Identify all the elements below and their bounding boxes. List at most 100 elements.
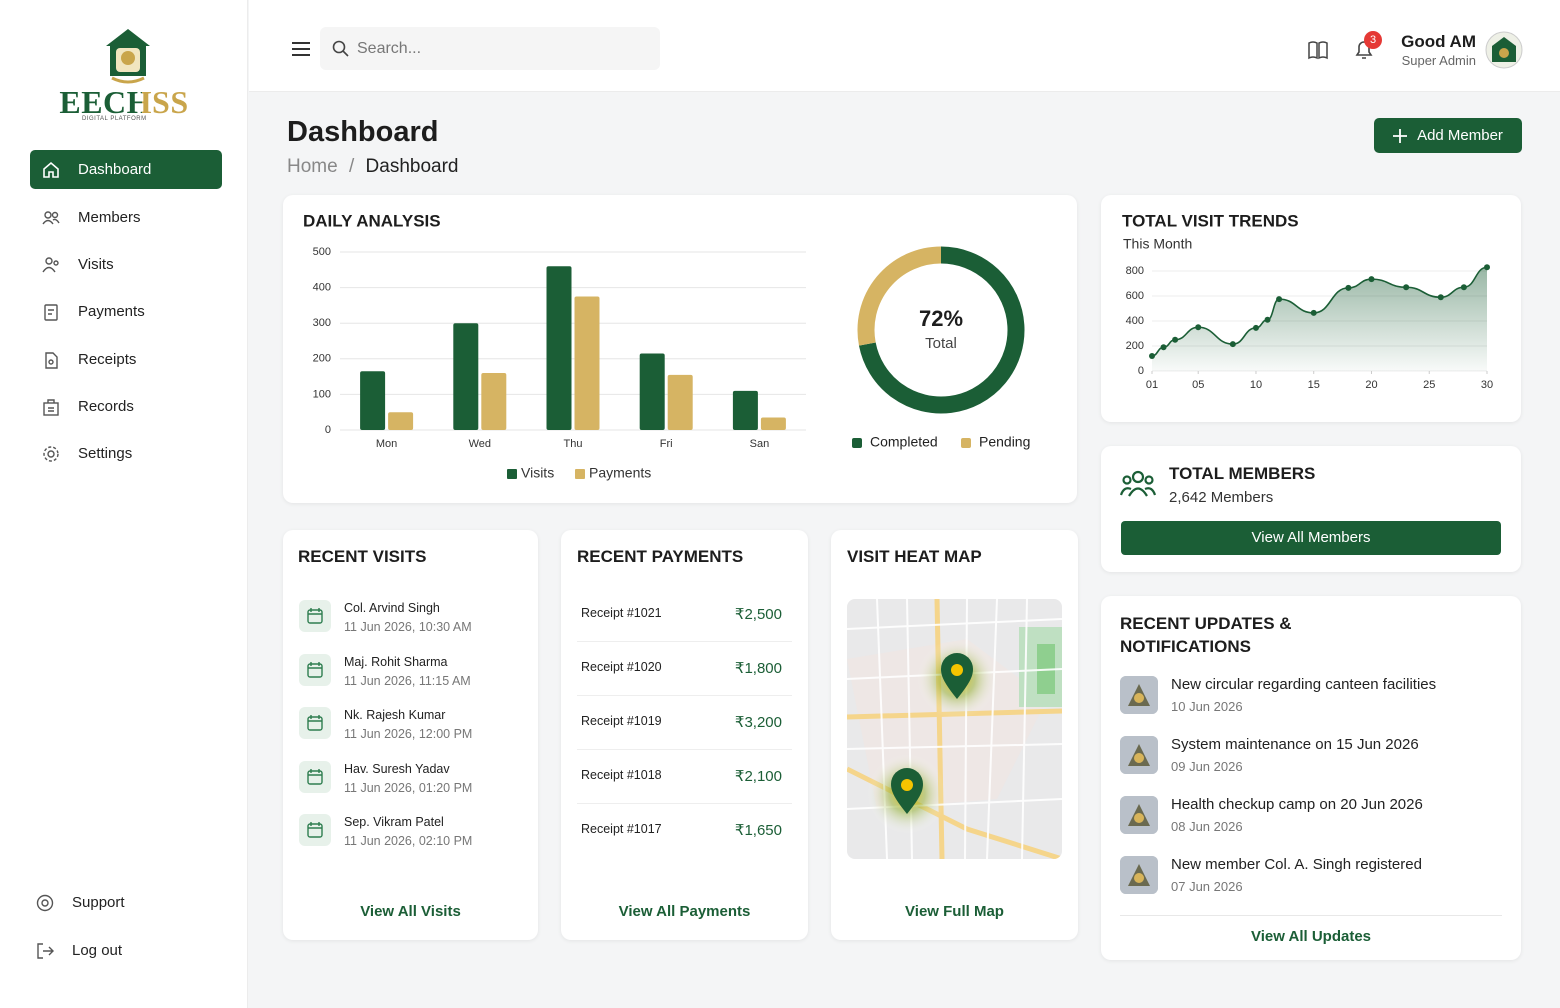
receipt-number: Receipt #1021 [581, 606, 662, 620]
visit-icon [299, 814, 331, 846]
bar [546, 266, 572, 430]
heat-map[interactable] [847, 599, 1062, 859]
visit-name: Sep. Vikram Patel [344, 815, 444, 829]
update-text: New member Col. A. Singh registered [1171, 856, 1422, 873]
card-title: RECENT PAYMENTS [577, 547, 744, 566]
view-all-updates-link[interactable]: View All Updates [1250, 928, 1372, 945]
nav-item[interactable]: Records [30, 387, 222, 426]
visit-time: 11 Jun 2026, 02:10 PM [344, 834, 473, 848]
legend-label: Completed [870, 434, 938, 450]
book-icon[interactable] [1307, 39, 1329, 61]
point [1252, 324, 1259, 331]
nav-item[interactable]: Support [24, 883, 216, 922]
total-members-card: TOTAL MEMBERS 2,642 Members View All Mem… [1101, 446, 1521, 572]
point [1276, 296, 1283, 303]
area [1152, 267, 1487, 371]
nav-label: Receipts [78, 351, 137, 368]
divider [577, 641, 792, 642]
divider [577, 695, 792, 696]
visit-time: 11 Jun 2026, 12:00 PM [344, 727, 473, 741]
point [1310, 309, 1317, 316]
visit-time: 11 Jun 2026, 11:15 AM [344, 673, 471, 688]
receipt-number: Receipt #1018 [581, 768, 662, 782]
x-tick-label: Fri [660, 438, 673, 450]
payment-amount: ₹1,800 [734, 660, 782, 677]
view-all-members-button[interactable]: View All Members [1121, 521, 1501, 555]
y-tick-label: 100 [313, 388, 331, 400]
x-tick-label: 01 [1146, 379, 1158, 391]
y-tick-label: 300 [313, 317, 331, 329]
nav-item[interactable]: Receipts [30, 340, 222, 379]
x-tick-label: 30 [1481, 379, 1493, 391]
y-tick-label: 800 [1126, 265, 1144, 277]
topbar: Search... 3 Good AM Super Admin [249, 0, 1560, 92]
update-date: 09 Jun 2026 [1171, 759, 1243, 774]
user-role: Super Admin [1401, 53, 1476, 68]
point [1195, 324, 1202, 331]
receipt-number: Receipt #1020 [581, 660, 662, 674]
y-tick-label: 200 [313, 353, 331, 365]
visit-time: 11 Jun 2026, 10:30 AM [344, 620, 472, 634]
x-tick-label: Mon [376, 438, 397, 450]
menu-button[interactable] [291, 41, 311, 57]
visit-name: Maj. Rohit Sharma [344, 654, 448, 669]
members-icon [1120, 470, 1156, 497]
x-tick-label: Wed [469, 438, 491, 450]
add-member-button[interactable]: Add Member [1374, 118, 1522, 153]
donut-center-value: 72% [919, 306, 963, 331]
visit-time: 11 Jun 2026, 01:20 PM [344, 780, 473, 795]
payment-amount: ₹3,200 [734, 714, 782, 731]
x-tick-label: 20 [1365, 379, 1377, 391]
payment-amount: ₹2,500 [734, 606, 782, 623]
sidebar: EECHSS DIGITAL PLATFORM Dashboard Member… [0, 0, 248, 1008]
user-avatar[interactable] [1485, 31, 1523, 69]
point [1460, 284, 1467, 291]
view-all-payments-link[interactable]: View All Payments [618, 903, 751, 920]
nav-item[interactable]: Visits [30, 245, 222, 284]
y-tick-label: 0 [1138, 365, 1144, 377]
view-full-map-link[interactable]: View Full Map [905, 903, 1004, 920]
logo-emblem [106, 29, 150, 84]
point [1403, 284, 1410, 291]
nav-label: Log out [72, 942, 123, 959]
chart-subtitle: This Month [1123, 236, 1192, 252]
point [1149, 353, 1155, 359]
user-greeting: Good AM [1401, 32, 1476, 51]
breadcrumb-link[interactable]: Home [287, 156, 338, 177]
legend-label: Pending [979, 434, 1030, 450]
legend-label: Visits [521, 465, 554, 481]
card-title: TOTAL MEMBERS [1169, 464, 1316, 483]
daily-analysis-chart: DAILY ANALYSIS 0 100 200 300 400 500 Mon Wed Thu… [303, 211, 1030, 481]
nav-item[interactable]: Settings [30, 434, 222, 473]
update-date: 08 Jun 2026 [1171, 819, 1243, 834]
nav-item[interactable]: Payments [30, 292, 222, 331]
bar [360, 371, 386, 430]
bar [481, 373, 507, 430]
bar [388, 412, 414, 430]
x-tick-label: San [750, 438, 770, 450]
updates-card: RECENT UPDATES & NOTIFICATIONS View All … [1101, 596, 1521, 960]
nav-label: Support [72, 894, 125, 911]
nav-item[interactable]: Log out [24, 931, 216, 970]
heat-map-card: VISIT HEAT MAP View Full Map [831, 530, 1078, 940]
receipt-number: Receipt #1017 [581, 822, 662, 836]
x-tick-label: 15 [1308, 379, 1320, 391]
daily-analysis-card: DAILY ANALYSIS 0 100 200 300 400 500 Mon Wed Thu… [283, 195, 1077, 503]
divider [577, 749, 792, 750]
visit-name: Hav. Suresh Yadav [344, 761, 450, 776]
legend-swatch [575, 469, 585, 479]
update-text: System maintenance on 15 Jun 2026 [1171, 736, 1419, 753]
y-tick-label: 400 [1126, 315, 1144, 327]
point [1437, 294, 1444, 301]
update-date: 10 Jun 2026 [1171, 699, 1243, 714]
page-title: Dashboard [287, 116, 439, 148]
search-box[interactable]: Search... [320, 27, 660, 70]
legend-swatch [852, 438, 862, 448]
y-tick-label: 600 [1126, 290, 1144, 302]
update-thumbnail [1120, 856, 1158, 894]
view-all-visits-link[interactable]: View All Visits [360, 903, 461, 920]
nav-item[interactable]: Members [30, 198, 222, 237]
legend-label: Payments [589, 465, 651, 481]
nav-item[interactable]: Dashboard [30, 150, 222, 189]
